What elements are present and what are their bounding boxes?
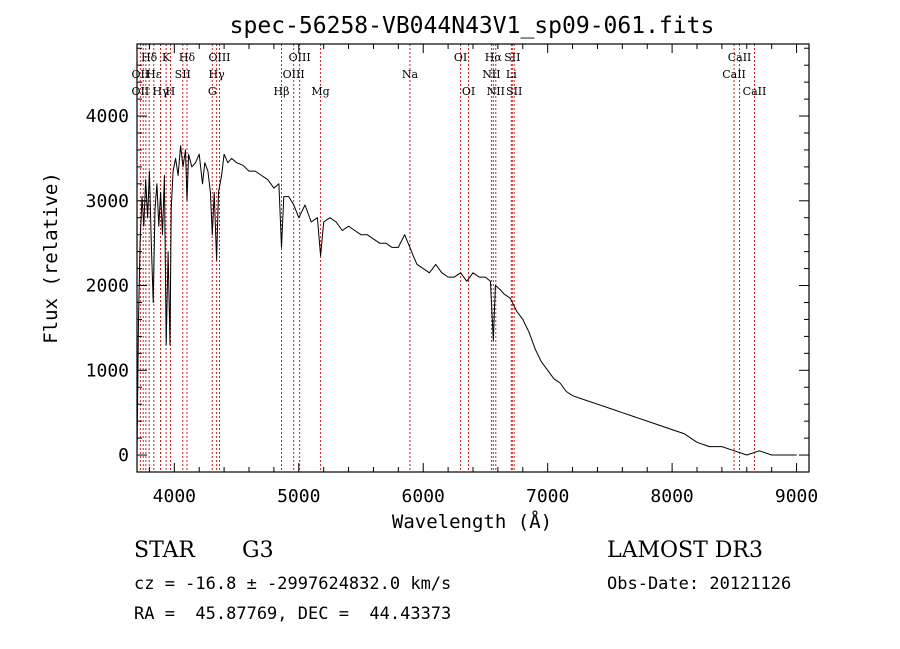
line-label: OI bbox=[462, 85, 475, 98]
coordinates: RA = 45.87769, DEC = 44.43373 bbox=[134, 604, 452, 624]
line-label: OIII bbox=[208, 51, 230, 64]
line-label: CaII bbox=[728, 51, 752, 64]
y-tick-label: 1000 bbox=[86, 360, 129, 381]
spectral-lines bbox=[139, 44, 755, 472]
line-label: Li bbox=[506, 68, 517, 81]
x-tick-label: 5000 bbox=[277, 486, 320, 507]
line-label: Hδ bbox=[141, 51, 158, 64]
line-label: Hγ bbox=[209, 68, 226, 81]
line-label: Hδ bbox=[179, 51, 196, 64]
line-label: OII bbox=[132, 68, 150, 81]
x-axis-label: Wavelength (Å) bbox=[392, 510, 552, 533]
x-tick-label: 9000 bbox=[775, 486, 818, 507]
line-label: CaII bbox=[722, 68, 746, 81]
line-label: Hα bbox=[485, 51, 503, 64]
line-label: CaII bbox=[743, 85, 767, 98]
axis-ticks: 4000 5000 6000 7000 8000 9000 0 1000 2000 3000 400… bbox=[86, 44, 818, 507]
obs-date: Obs-Date: 20121126 bbox=[607, 574, 792, 594]
line-label: NII bbox=[487, 85, 505, 98]
plot-frame bbox=[136, 43, 810, 473]
line-label: Na bbox=[402, 68, 419, 81]
line-label: K bbox=[162, 51, 171, 64]
object-subclass: G3 bbox=[242, 538, 274, 563]
line-label: NII bbox=[482, 68, 500, 81]
line-label: SII bbox=[175, 68, 191, 81]
x-tick-label: 7000 bbox=[526, 486, 569, 507]
line-label: Hβ bbox=[274, 85, 290, 98]
x-tick-label: 8000 bbox=[650, 486, 693, 507]
line-label: SII bbox=[506, 85, 522, 98]
y-tick-label: 2000 bbox=[86, 276, 129, 297]
y-tick-label: 0 bbox=[118, 445, 129, 466]
chart-title: spec-56258-VB044N43V1_sp09-061.fits bbox=[230, 13, 715, 39]
object-class: STAR bbox=[134, 538, 195, 563]
line-label: H bbox=[166, 85, 176, 98]
line-label: Hγ bbox=[153, 85, 170, 98]
line-label: OIII bbox=[283, 68, 305, 81]
line-label: Mg bbox=[311, 85, 329, 98]
survey-name: LAMOST DR3 bbox=[607, 538, 763, 563]
spectrum-line bbox=[136, 145, 797, 456]
line-label: OI bbox=[454, 51, 467, 64]
y-axis-label: Flux (relative) bbox=[40, 172, 62, 344]
redshift-text: cz = -16.8 ± -2997624832.0 km/s bbox=[134, 574, 452, 594]
line-label: Hε bbox=[146, 68, 162, 81]
line-label: SII bbox=[504, 51, 520, 64]
spectrum-series bbox=[136, 145, 797, 456]
line-label: OIII bbox=[289, 51, 311, 64]
x-tick-label: 6000 bbox=[402, 486, 445, 507]
y-tick-label: 3000 bbox=[86, 191, 129, 212]
line-label: OII bbox=[132, 85, 150, 98]
x-tick-label: 4000 bbox=[153, 486, 196, 507]
line-label: G bbox=[208, 85, 217, 98]
y-tick-label: 4000 bbox=[86, 106, 129, 127]
